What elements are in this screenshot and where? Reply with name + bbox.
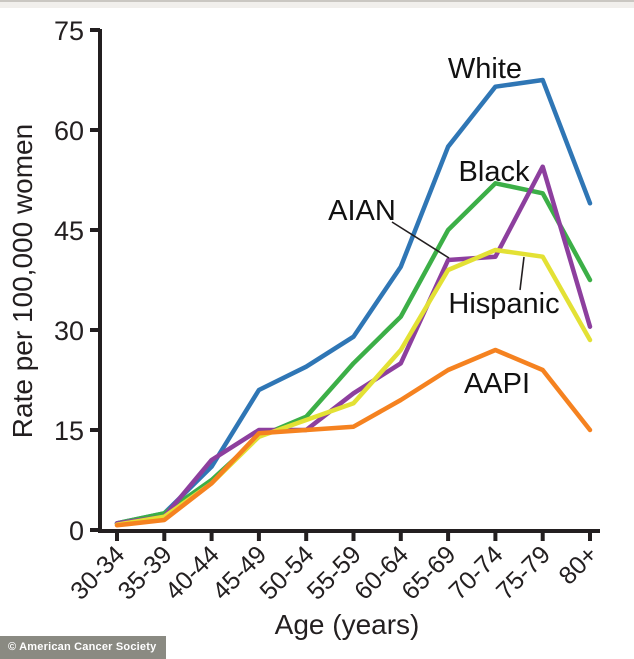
x-tick-label: 40-44 xyxy=(160,540,225,605)
y-axis-title: Rate per 100,000 women xyxy=(7,124,38,438)
x-tick-label: 35-39 xyxy=(113,540,178,605)
series-label-black: Black xyxy=(459,156,530,188)
series-line-aian xyxy=(114,164,593,526)
x-tick-label: 70-74 xyxy=(444,540,509,605)
series-line-aapi xyxy=(114,347,593,528)
x-tick-label: 55-59 xyxy=(302,540,367,605)
series-label-aapi: AAPI xyxy=(464,368,530,400)
series-lines xyxy=(114,77,593,528)
x-tick-label: 80+ xyxy=(553,540,603,590)
y-tick-label: 0 xyxy=(69,516,84,546)
x-tick-label: 45-49 xyxy=(207,540,272,605)
series-label-hispanic: Hispanic xyxy=(448,288,559,320)
x-tick-label: 60-64 xyxy=(349,540,414,605)
series-annotations: White Black AIAN Hispanic AAPI xyxy=(328,53,559,400)
y-tick-label: 60 xyxy=(54,116,84,146)
x-ticks: 30-3435-3940-4445-4950-5455-5960-6465-69… xyxy=(65,531,603,605)
top-bar xyxy=(0,0,634,8)
annotation-callout-line xyxy=(391,221,450,259)
y-ticks: 0 15 30 45 60 75 xyxy=(54,16,100,546)
y-tick-label: 30 xyxy=(54,316,84,346)
x-tick-label: 30-34 xyxy=(65,540,130,605)
y-tick-label: 15 xyxy=(54,416,84,446)
x-axis-title: Age (years) xyxy=(275,609,420,640)
y-tick-label: 45 xyxy=(54,216,84,246)
series-line-black xyxy=(114,181,593,526)
x-tick-label: 75-79 xyxy=(491,540,556,605)
x-tick-label: 65-69 xyxy=(396,540,461,605)
series-label-aian: AIAN xyxy=(328,195,396,227)
axes xyxy=(98,29,600,533)
watermark: © American Cancer Society xyxy=(0,636,167,659)
series-label-white: White xyxy=(448,53,522,85)
x-tick-label: 50-54 xyxy=(254,540,319,605)
y-tick-label: 75 xyxy=(54,16,84,46)
annotation-callout-line xyxy=(519,256,525,291)
